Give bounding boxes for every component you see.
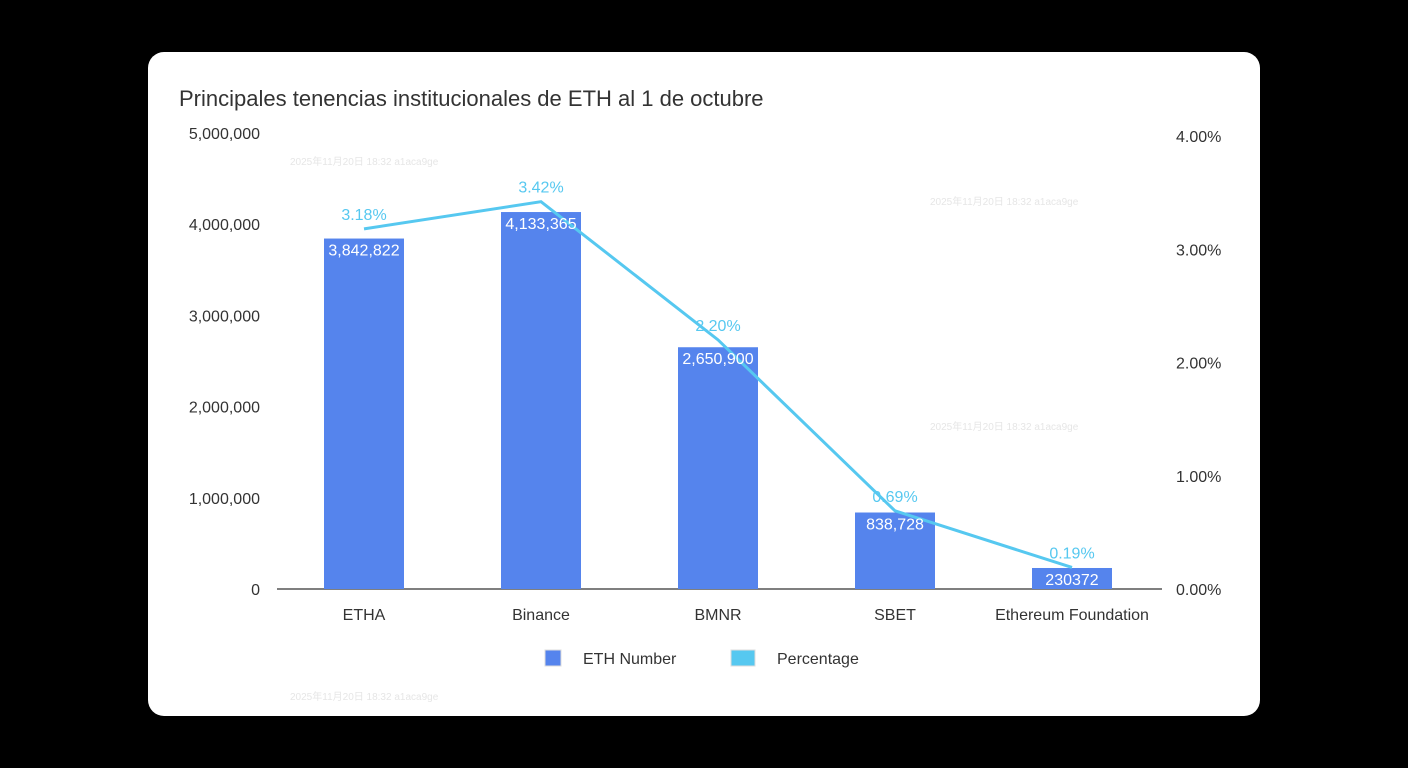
- x-tick-label: Ethereum Foundation: [995, 607, 1149, 624]
- y-right-tick-label: 4.00%: [1176, 129, 1221, 146]
- bar-eth-number: [855, 512, 935, 589]
- watermark-text: 2025年11月20日 18:32 a1aca9ge: [930, 420, 1079, 433]
- bar-data-label: 838,728: [866, 517, 924, 534]
- y-left-tick-label: 2,000,000: [189, 400, 260, 417]
- percentage-line: [363, 200, 1073, 569]
- bar-eth-number: [1032, 567, 1112, 589]
- x-tick-label: ETHA: [343, 607, 386, 624]
- line-data-label: 0.19%: [1049, 545, 1094, 562]
- x-tick-label: BMNR: [694, 607, 741, 624]
- x-tick-label: Binance: [512, 607, 570, 624]
- y-left-tick-label: 3,000,000: [189, 308, 260, 325]
- legend-swatch-percentage: [730, 649, 756, 667]
- bar-data-label: 4,133,365: [505, 216, 576, 233]
- line-data-label: 2.20%: [695, 318, 740, 335]
- legend-swatch-eth-number: [544, 649, 562, 667]
- y-left-tick-label: 5,000,000: [189, 126, 260, 143]
- watermark-text: 2025年11月20日 18:32 a1aca9ge: [290, 155, 439, 168]
- bar-eth-number: [678, 347, 758, 589]
- bar-data-label: 3,842,822: [328, 243, 399, 260]
- y-right-tick-label: 2.00%: [1176, 356, 1221, 373]
- line-data-label: 0.69%: [872, 489, 917, 506]
- bar-data-label: 2,650,900: [682, 351, 753, 368]
- watermark-text: 2025年11月20日 18:32 a1aca9ge: [290, 690, 439, 703]
- chart-title: Principales tenencias institucionales de…: [179, 86, 764, 111]
- line-data-label: 3.18%: [341, 207, 386, 224]
- y-left-tick-label: 4,000,000: [189, 217, 260, 234]
- y-left-tick-label: 0: [251, 582, 260, 599]
- y-left-tick-label: 1,000,000: [189, 491, 260, 508]
- y-right-tick-label: 3.00%: [1176, 242, 1221, 259]
- bar-eth-number: [324, 238, 404, 589]
- bar-eth-number: [501, 212, 581, 589]
- legend-label: ETH Number: [583, 651, 677, 668]
- watermark-text: 2025年11月20日 18:32 a1aca9ge: [930, 195, 1079, 208]
- legend-label: Percentage: [777, 651, 859, 668]
- y-right-tick-label: 0.00%: [1176, 582, 1221, 599]
- line-data-label: 3.42%: [518, 180, 563, 197]
- bar-data-label: 230372: [1045, 572, 1098, 589]
- x-tick-label: SBET: [874, 607, 916, 624]
- y-right-tick-label: 1.00%: [1176, 469, 1221, 486]
